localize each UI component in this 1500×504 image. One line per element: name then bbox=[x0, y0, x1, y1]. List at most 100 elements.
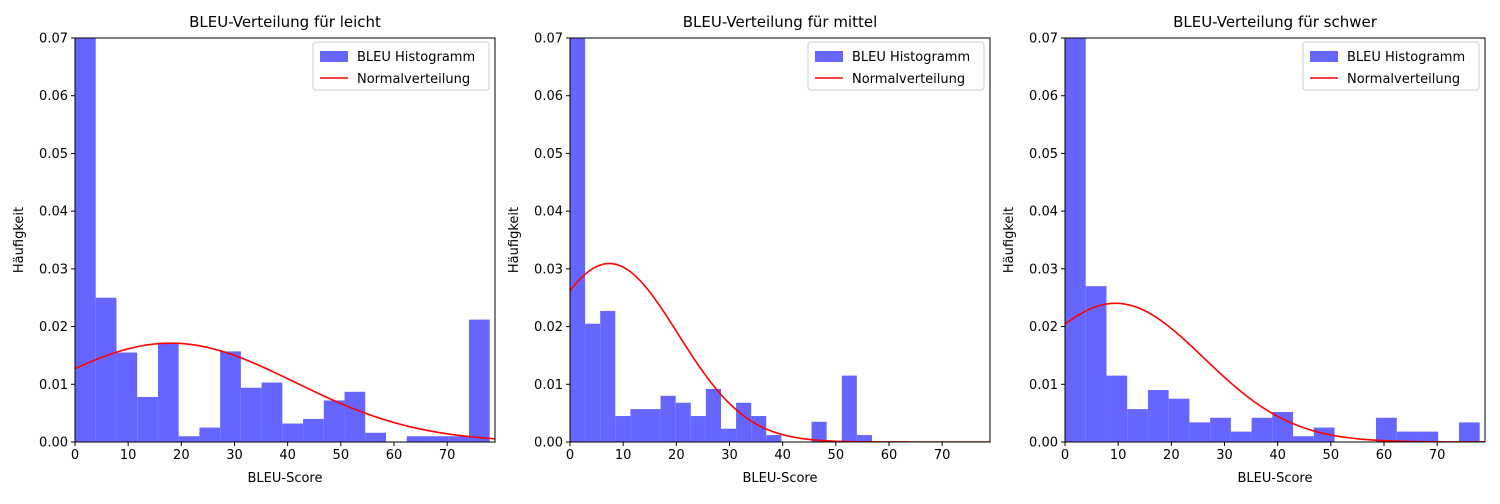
x-tick-label: 40 bbox=[774, 448, 791, 463]
histogram-bar bbox=[1313, 427, 1335, 442]
histogram-bar bbox=[1396, 431, 1418, 442]
legend-label-histogram: BLEU Histogramm bbox=[1347, 50, 1465, 65]
histogram-bar bbox=[615, 416, 631, 442]
y-axis-label: Häufigkeit bbox=[12, 207, 27, 273]
histogram-bars bbox=[75, 38, 490, 442]
y-tick-label: 0.02 bbox=[534, 320, 563, 335]
y-tick-label: 0.07 bbox=[1029, 32, 1058, 47]
x-tick-label: 20 bbox=[173, 448, 190, 463]
x-tick-label: 60 bbox=[386, 448, 403, 463]
y-tick-label: 0.03 bbox=[1029, 262, 1058, 277]
histogram-bar bbox=[660, 395, 676, 442]
histogram-bar bbox=[1272, 411, 1294, 442]
legend-swatch-histogram bbox=[1310, 51, 1338, 62]
legend-label-histogram: BLEU Histogramm bbox=[357, 50, 475, 65]
axes-frame bbox=[569, 37, 991, 443]
histogram-bar bbox=[323, 400, 345, 442]
chart-panel-1: 0 10 20 30 40 50 60 70 0.00 0.01 0.02 0.03 0.04 0.05 0… bbox=[12, 13, 496, 486]
legend-box bbox=[312, 41, 490, 91]
histogram-bar bbox=[585, 323, 601, 442]
histogram-bar bbox=[261, 382, 283, 442]
histogram-bar bbox=[705, 388, 721, 442]
y-tick-label: 0.06 bbox=[534, 89, 563, 104]
x-tick-label: 30 bbox=[721, 448, 738, 463]
histogram-bar bbox=[600, 310, 616, 442]
histogram-bar bbox=[157, 342, 179, 442]
x-tick-label: 30 bbox=[226, 448, 243, 463]
histogram-bar bbox=[75, 38, 96, 442]
histogram-bar bbox=[1417, 431, 1439, 442]
histogram-bar bbox=[468, 319, 490, 442]
histogram-bar bbox=[856, 435, 872, 442]
histogram-bar bbox=[365, 432, 387, 442]
histogram-bar bbox=[841, 375, 857, 442]
legend: BLEU Histogramm Normalverteilung bbox=[312, 41, 490, 91]
x-tick-label: 70 bbox=[934, 448, 951, 463]
legend-box bbox=[1302, 41, 1480, 91]
histogram-bar bbox=[751, 416, 767, 442]
x-tick-label: 30 bbox=[1216, 448, 1233, 463]
x-axis-label: BLEU-Score bbox=[248, 471, 323, 486]
x-axis-label: BLEU-Score bbox=[743, 471, 818, 486]
y-tick-label: 0.05 bbox=[1029, 147, 1058, 162]
legend: BLEU Histogramm Normalverteilung bbox=[807, 41, 985, 91]
axes-frame bbox=[1064, 37, 1486, 443]
x-tick-label: 60 bbox=[881, 448, 898, 463]
y-tick-label: 0.05 bbox=[534, 147, 563, 162]
x-tick-label: 50 bbox=[1323, 448, 1340, 463]
legend-box bbox=[807, 41, 985, 91]
histogram-bar bbox=[720, 428, 737, 442]
axes-frame bbox=[74, 37, 496, 443]
histogram-bar bbox=[427, 436, 449, 442]
histogram-bars bbox=[570, 38, 872, 442]
histogram-bar bbox=[1251, 417, 1273, 442]
x-axis-label: BLEU-Score bbox=[1238, 471, 1313, 486]
x-tick-label: 40 bbox=[1269, 448, 1286, 463]
histogram-bar bbox=[344, 391, 366, 442]
legend-swatch-histogram bbox=[815, 51, 843, 62]
histogram-bar bbox=[645, 409, 661, 442]
histogram-bar bbox=[240, 387, 262, 442]
legend: BLEU Histogramm Normalverteilung bbox=[1302, 41, 1480, 91]
y-tick-label: 0.05 bbox=[39, 147, 68, 162]
chart-title: BLEU-Verteilung für schwer bbox=[1173, 13, 1378, 31]
normal-distribution-line bbox=[75, 342, 495, 440]
histogram-bar bbox=[116, 352, 138, 442]
x-tick-label: 60 bbox=[1376, 448, 1393, 463]
x-tick-label: 10 bbox=[615, 448, 632, 463]
y-tick-label: 0.00 bbox=[1029, 436, 1058, 451]
y-tick-label: 0.06 bbox=[1029, 89, 1058, 104]
histogram-bar bbox=[303, 418, 324, 442]
x-tick-label: 0 bbox=[566, 448, 574, 463]
legend-label-normal: Normalverteilung bbox=[1347, 72, 1460, 87]
histogram-bar bbox=[1210, 417, 1231, 442]
chart-panel-3: 0 10 20 30 40 50 60 70 0.00 0.01 0.02 0.03 0.04 0.05 0… bbox=[1002, 13, 1486, 486]
histogram-bar bbox=[406, 436, 428, 442]
histogram-bar bbox=[220, 351, 241, 442]
histogram-bar bbox=[1376, 417, 1397, 442]
chart-title: BLEU-Verteilung für leicht bbox=[189, 13, 381, 31]
histogram-bar bbox=[448, 436, 469, 442]
histogram-bar bbox=[178, 436, 200, 442]
y-tick-label: 0.07 bbox=[39, 32, 68, 47]
x-tick-label: 50 bbox=[828, 448, 845, 463]
histogram-bar bbox=[1458, 422, 1480, 442]
histogram-bar bbox=[282, 423, 304, 442]
y-tick-label: 0.03 bbox=[534, 262, 563, 277]
x-tick-label: 10 bbox=[120, 448, 137, 463]
histogram-bar bbox=[675, 402, 691, 442]
legend-label-histogram: BLEU Histogramm bbox=[852, 50, 970, 65]
y-tick-label: 0.04 bbox=[39, 205, 68, 220]
y-tick-label: 0.00 bbox=[534, 436, 563, 451]
x-tick-label: 40 bbox=[279, 448, 296, 463]
y-axis-label: Häufigkeit bbox=[1002, 207, 1017, 273]
x-tick-label: 0 bbox=[1061, 448, 1069, 463]
x-tick-label: 70 bbox=[439, 448, 456, 463]
y-tick-label: 0.02 bbox=[1029, 320, 1058, 335]
histogram-bar bbox=[1230, 431, 1252, 442]
y-tick-label: 0.01 bbox=[39, 378, 68, 393]
histogram-bar bbox=[811, 421, 827, 442]
y-tick-label: 0.01 bbox=[534, 378, 563, 393]
y-tick-label: 0.06 bbox=[39, 89, 68, 104]
